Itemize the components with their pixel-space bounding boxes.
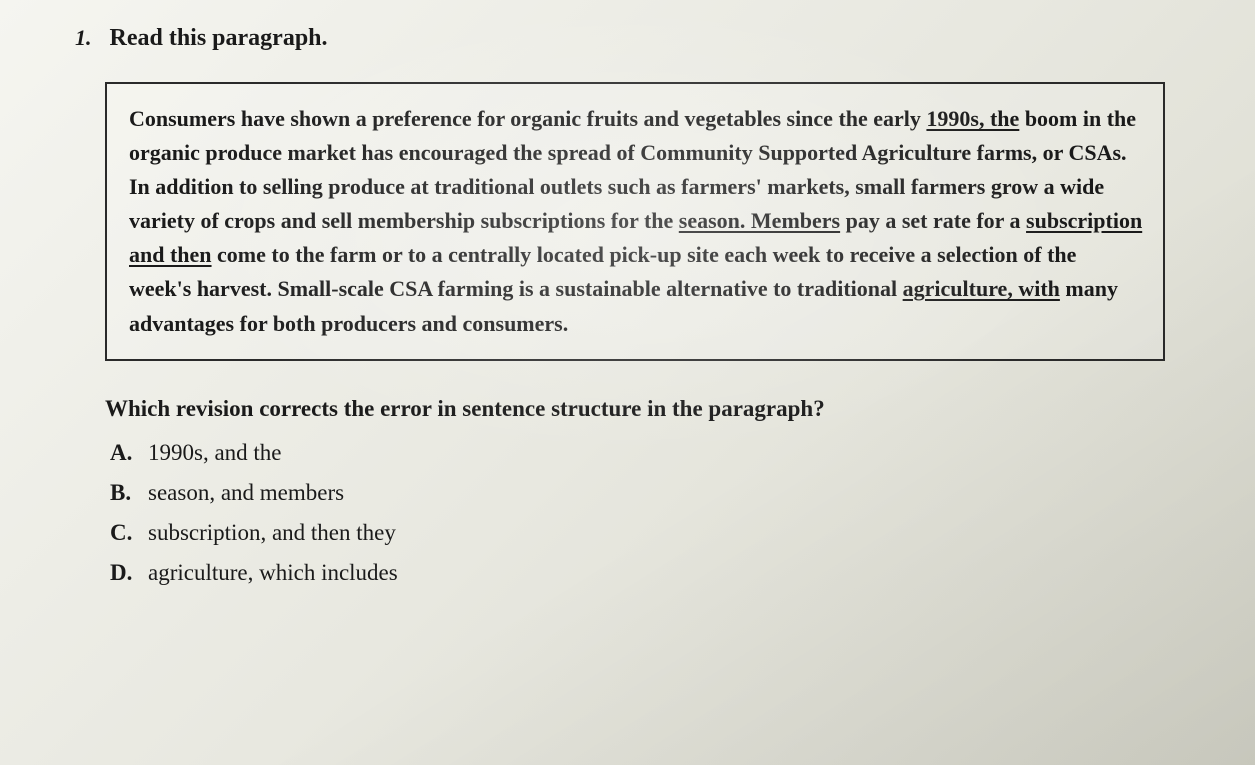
question-prompt: Which revision corrects the error in sen… xyxy=(105,396,1185,422)
option-text: season, and members xyxy=(148,480,344,506)
underlined-segment: season. Members xyxy=(679,208,840,233)
question-number: 1. xyxy=(75,25,92,51)
option-text: agriculture, which includes xyxy=(148,560,398,586)
option-letter: A. xyxy=(110,440,148,466)
text-segment: pay a set rate for a xyxy=(840,208,1026,233)
instruction-text: Read this paragraph. xyxy=(110,25,328,52)
option-letter: D. xyxy=(110,560,148,586)
answer-option[interactable]: D.agriculture, which includes xyxy=(110,560,1185,586)
answer-option[interactable]: A.1990s, and the xyxy=(110,440,1185,466)
option-text: 1990s, and the xyxy=(148,440,282,466)
text-segment: Consumers have shown a preference for or… xyxy=(129,106,926,131)
answer-option[interactable]: B.season, and members xyxy=(110,480,1185,506)
option-letter: B. xyxy=(110,480,148,506)
option-text: subscription, and then they xyxy=(148,520,396,546)
paragraph-text: Consumers have shown a preference for or… xyxy=(129,102,1143,341)
question-header: 1. Read this paragraph. xyxy=(75,25,1185,52)
underlined-segment: 1990s, the xyxy=(926,106,1019,131)
options-list: A.1990s, and theB.season, and membersC.s… xyxy=(110,440,1185,586)
underlined-segment: agriculture, with xyxy=(903,276,1060,301)
paragraph-box: Consumers have shown a preference for or… xyxy=(105,82,1165,361)
answer-option[interactable]: C.subscription, and then they xyxy=(110,520,1185,546)
option-letter: C. xyxy=(110,520,148,546)
